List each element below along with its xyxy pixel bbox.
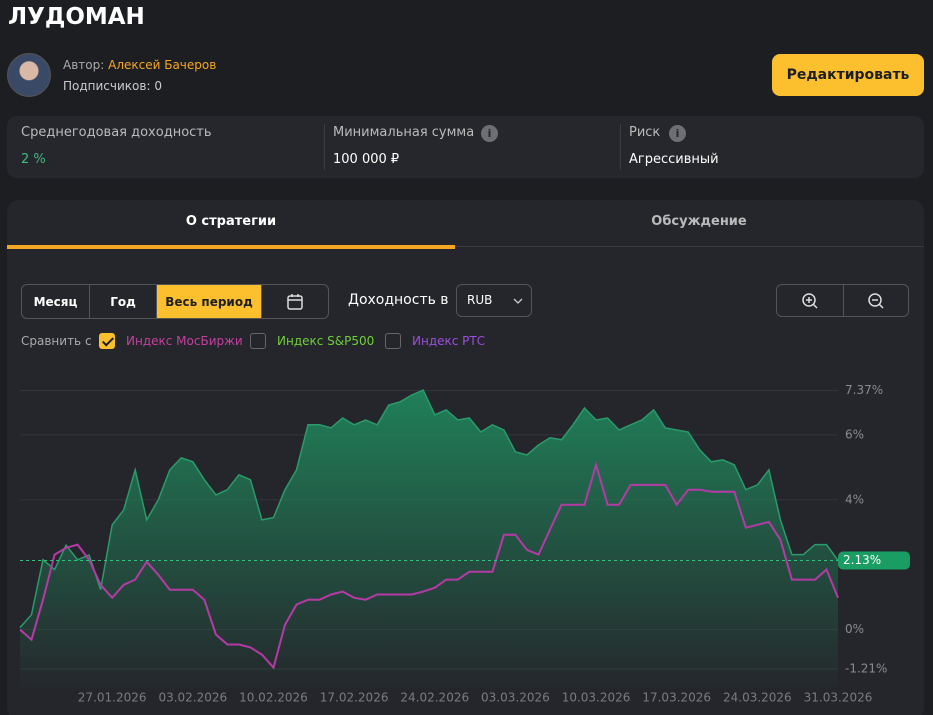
divider	[620, 124, 621, 170]
divider	[324, 124, 325, 170]
index-line	[19, 461, 839, 670]
area-fill	[20, 390, 838, 688]
subscribers: Подписчиков: 0	[63, 79, 162, 93]
yield-label: Доходность в	[348, 292, 449, 308]
x-tick-label: 10.03.2026	[562, 691, 631, 705]
period-button[interactable]: Месяц	[22, 285, 90, 318]
x-tick-label: 03.02.2026	[158, 691, 227, 705]
checkbox[interactable]	[385, 333, 401, 349]
chevron	[513, 298, 523, 304]
tab[interactable]: Обсуждение	[651, 214, 747, 229]
x-tick-label: 17.03.2026	[642, 691, 711, 705]
x-tick-label: 31.03.2026	[804, 691, 873, 705]
x-tick-label: 17.02.2026	[320, 691, 389, 705]
calendar-button[interactable]	[262, 285, 328, 318]
x-tick-label: 24.02.2026	[400, 691, 469, 705]
current-badge	[838, 551, 910, 570]
stats-card: i i	[7, 116, 924, 178]
divider	[843, 285, 844, 316]
y-tick-label: 7.37%	[845, 383, 883, 397]
stat-value: 100 000 ₽	[333, 152, 400, 167]
stat-value: Агрессивный	[629, 152, 719, 167]
period-group: Месяц Год Весь период	[21, 284, 329, 319]
checkbox[interactable]	[99, 333, 115, 349]
zoom-out[interactable]	[867, 292, 885, 310]
compare-name[interactable]: Индекс S&P500	[277, 334, 375, 348]
compare-name[interactable]: Индекс РТС	[412, 334, 486, 348]
stat-label: Среднегодовая доходность	[21, 125, 212, 140]
tab-underline	[7, 245, 455, 249]
stat-value: 2 %	[21, 152, 46, 167]
edit-button[interactable]: Редактировать	[772, 54, 924, 96]
compare-name[interactable]: Индекс МосБиржи	[126, 334, 243, 348]
zoom-group	[776, 284, 909, 317]
author-label: Автор:	[63, 58, 105, 72]
currency-select[interactable]: RUB	[456, 284, 532, 317]
tab[interactable]: О стратегии	[185, 214, 277, 229]
calendar-icon	[287, 293, 303, 310]
y-tick-label: 4%	[845, 492, 864, 506]
compare-label: Сравнить с	[21, 334, 92, 348]
title: ЛУДОМАН	[8, 4, 145, 30]
y-tick-label: -1.21%	[845, 661, 887, 675]
x-tick-label: 24.03.2026	[723, 691, 792, 705]
stat-label: Риск	[629, 125, 661, 140]
x-tick-label: 03.03.2026	[481, 691, 550, 705]
author-link[interactable]: Алексей Бачеров	[108, 58, 217, 72]
info-icon[interactable]: i	[481, 125, 498, 142]
period-button[interactable]: Год	[90, 285, 157, 318]
currency: RUB	[467, 293, 493, 307]
tab-line	[7, 246, 924, 247]
y-tick-label: 0%	[845, 622, 864, 636]
x-tick-label: 27.01.2026	[78, 691, 147, 705]
current-label: 2.13%	[843, 553, 881, 567]
strategy-line	[19, 389, 839, 629]
zoom-in[interactable]	[801, 292, 819, 310]
stat-label: Минимальная сумма	[333, 125, 475, 140]
period-button[interactable]: Весь период	[157, 285, 262, 318]
info-icon[interactable]: i	[669, 125, 686, 142]
avatar[interactable]	[7, 53, 51, 97]
x-tick-label: 10.02.2026	[239, 691, 308, 705]
y-tick-label: 6%	[845, 427, 864, 441]
checkbox[interactable]	[250, 333, 266, 349]
